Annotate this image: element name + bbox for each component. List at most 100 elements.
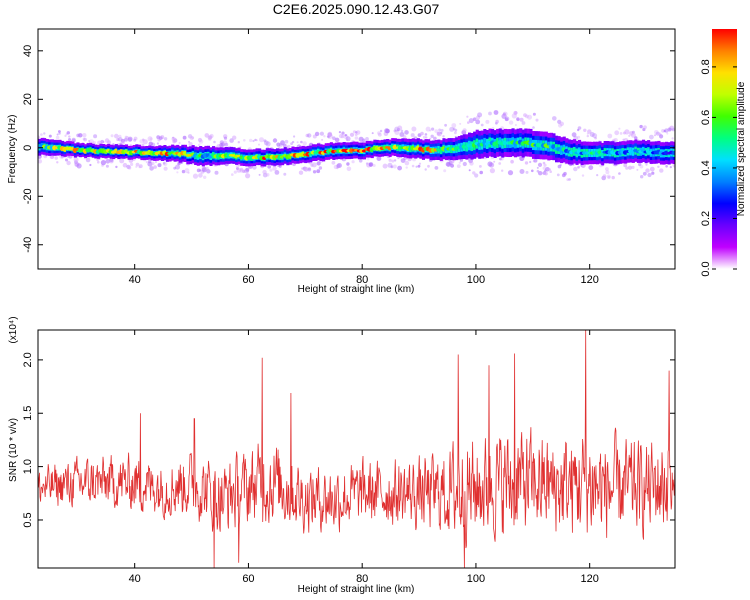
spectrogram-noise-dot <box>133 138 137 142</box>
spectrogram-noise-dot <box>607 175 611 179</box>
spectrogram-noise-dot <box>400 129 404 133</box>
spectrogram-noise-dot <box>346 166 352 172</box>
spectrogram-noise-dot <box>349 132 355 137</box>
spectrogram-noise-dot <box>163 137 168 141</box>
spectrogram-noise-dot <box>535 118 539 122</box>
spectrogram-noise-dot <box>602 174 607 178</box>
spectrogram-noise-dot <box>291 140 295 144</box>
spectrogram-noise-dot <box>654 130 659 135</box>
spectrogram-noise-dot <box>454 128 458 132</box>
spectrogram-noise-dot <box>434 166 439 170</box>
spectrogram-noise-dot <box>82 137 86 141</box>
spectrogram-noise-dot <box>532 126 535 129</box>
spectrogram-noise-dot <box>542 166 546 170</box>
spectrogram-frame <box>37 28 676 270</box>
spectrogram-noise-dot <box>220 142 226 147</box>
spectrogram-noise-dot <box>552 116 557 121</box>
spectrogram-noise-dot <box>516 117 520 121</box>
spectrogram-noise-dot <box>538 171 543 176</box>
spectrogram-noise-dot <box>485 119 490 124</box>
spectrogram-noise-dot <box>462 161 467 167</box>
snr-ticks: 40 60 80 100 120 0.5 1.0 1.5 2.0 <box>22 330 675 585</box>
spectrogram-noise-dot <box>557 164 562 169</box>
spectrogram-noise-dot <box>422 135 426 139</box>
spectrogram-noise-dot <box>155 161 157 163</box>
spectrogram-noise-dot <box>175 164 180 170</box>
spectrogram-noise-dot <box>115 165 118 169</box>
spectrogram-noise-dot <box>354 133 358 137</box>
spectrogram-noise-dot <box>371 132 374 135</box>
spectrogram-noise-dot <box>614 130 620 136</box>
spectrogram-noise-dot <box>563 171 567 176</box>
spectrogram-noise-dot <box>116 137 120 142</box>
spectrogram-noise-dot <box>96 158 99 161</box>
spectrogram-x-label: Height of straight line (km) <box>298 284 415 295</box>
spectrogram-noise-dot <box>172 136 175 139</box>
spectrogram-noise-dot <box>542 161 546 165</box>
spectrogram-noise-dot <box>454 131 457 135</box>
spectrogram-noise-dot <box>258 143 260 146</box>
spectrogram-noise-dot <box>333 164 338 170</box>
spectrogram-noise-dot <box>425 126 431 132</box>
spectrogram-noise-dot <box>596 174 599 177</box>
spectrogram-noise-dot <box>85 157 91 163</box>
spectrogram-noise-dot <box>462 128 467 133</box>
colorbar-tick-label: 0.4 <box>700 160 712 175</box>
spectrogram-noise-dot <box>48 134 52 138</box>
spectrogram-noise-dot <box>589 132 595 137</box>
spectrogram-noise-dot <box>577 165 581 169</box>
spectrogram-noise-dot <box>303 166 309 172</box>
spectrogram-noise-dot <box>119 158 125 164</box>
colorbar-label: Normalized spectral amplitude <box>736 81 747 216</box>
spectrogram-noise-dot <box>477 112 483 118</box>
spectrogram-noise-dot <box>559 163 562 167</box>
spectrogram-noise-dot <box>105 159 111 164</box>
spectrogram-noise-dot <box>196 168 201 173</box>
spectrogram-noise-dot <box>404 160 410 166</box>
spectrogram-noise-dot <box>272 166 277 171</box>
spectrogram-noise-dot <box>440 131 443 135</box>
y-tick-label: 0 <box>22 145 34 151</box>
spectrogram-noise-dot <box>208 135 213 140</box>
spectrogram-noise-dot <box>283 172 287 176</box>
colorbar-tick-label: 0.2 <box>700 211 712 226</box>
spectrogram-noise-dot <box>66 131 71 135</box>
spectrogram-noise-dot <box>147 161 153 167</box>
spectrogram-noise-dot <box>311 162 317 168</box>
x-tick-label: 60 <box>242 274 254 286</box>
spectrogram-noise-dot <box>654 134 656 137</box>
spectrogram-noise-dot <box>267 164 272 169</box>
colorbar-tick-label: 0.8 <box>700 59 712 74</box>
spectrogram-noise-dot <box>514 124 517 126</box>
spectrogram-noise-dot <box>451 123 457 128</box>
spectrogram-noise-dot <box>97 160 100 164</box>
spectrogram-noise-dot <box>252 165 257 170</box>
spectrogram-noise-dot <box>405 166 408 169</box>
spectrogram-noise-dot <box>319 131 324 136</box>
spectrogram-noise-dot <box>145 161 148 164</box>
spectrogram-noise-dot <box>573 166 578 172</box>
spectrogram-noise-dot <box>527 114 532 120</box>
spectrogram-panel: 40 60 80 100 120 -40 -20 0 20 40 Height of straig… <box>7 28 676 295</box>
spectrogram-noise-dot <box>263 139 267 143</box>
spectrogram-noise-dot <box>365 137 369 141</box>
spectrogram-noise-dot <box>83 137 87 142</box>
spectrogram-noise-dot <box>224 142 229 147</box>
spectrogram-noise-dot <box>581 174 585 177</box>
spectrogram-noise-dot <box>121 141 125 145</box>
spectrogram-noise-dot <box>232 135 237 140</box>
spectrogram-noise-dot <box>402 135 407 139</box>
spectrogram-noise-dot <box>56 161 59 164</box>
spectrogram-noise-dot <box>488 111 492 116</box>
spectrogram-noise-dot <box>489 168 495 174</box>
spectrogram-noise-dot <box>312 170 317 174</box>
spectrogram-noise-dot <box>124 135 128 139</box>
spectrogram-noise-dot <box>450 159 455 164</box>
spectrogram-noise-dot <box>316 169 321 174</box>
spectrogram-noise-dot <box>452 127 456 131</box>
spectrogram-noise-dot <box>263 140 269 146</box>
spectrogram-noise-dot <box>229 138 234 143</box>
spectrogram-noise-dot <box>172 137 178 143</box>
spectrogram-noise-dot <box>114 133 119 139</box>
spectrogram-noise-dot <box>233 170 237 174</box>
